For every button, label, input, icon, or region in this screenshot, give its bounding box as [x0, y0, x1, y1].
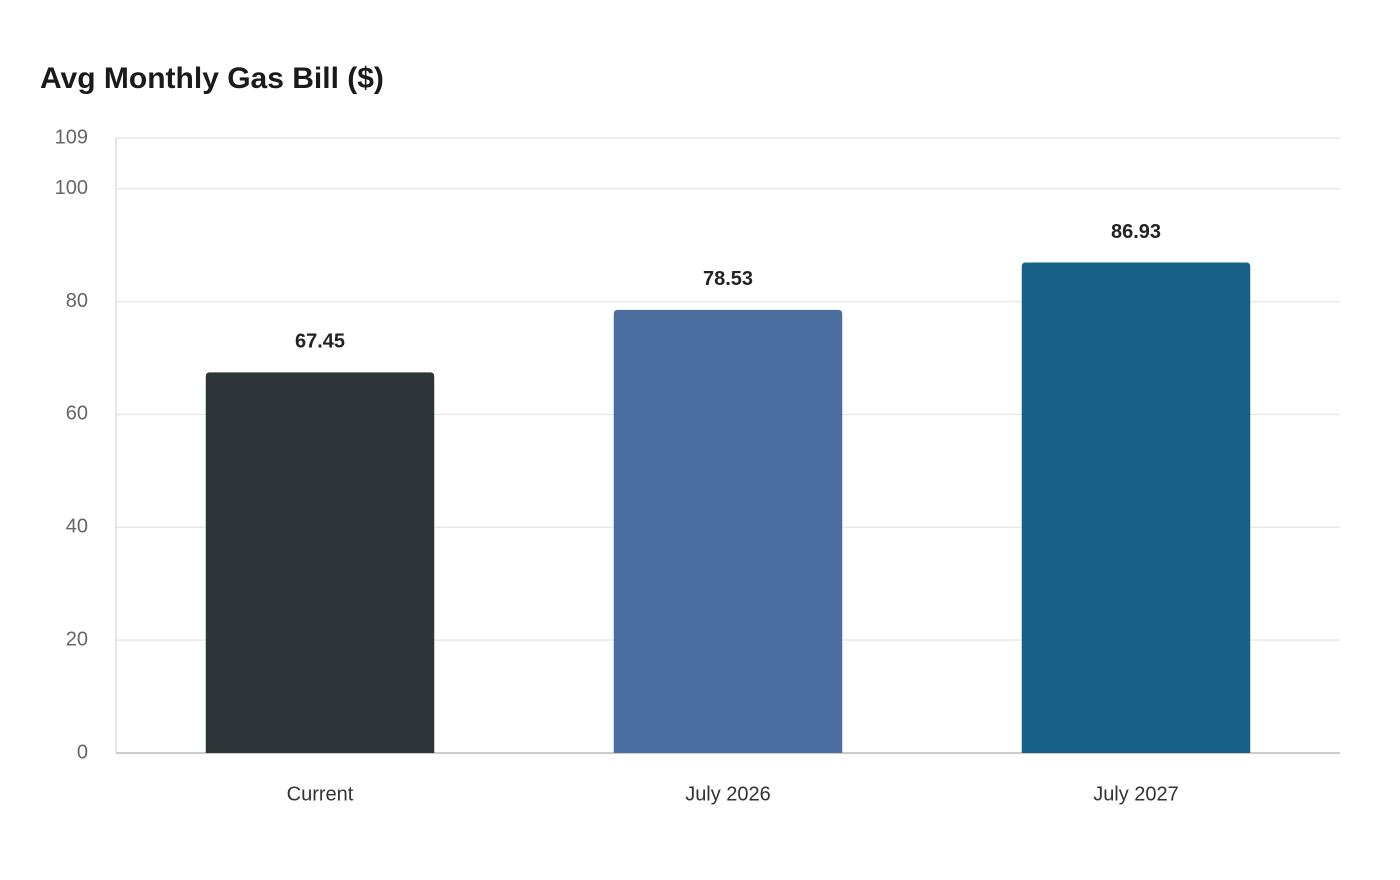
- bar: [613, 309, 843, 753]
- y-tick-label: 40: [66, 516, 88, 538]
- y-tick-label: 60: [66, 403, 88, 425]
- y-tick-label: 100: [55, 177, 88, 199]
- bar: [1021, 262, 1251, 753]
- value-label: 67.45: [295, 331, 345, 353]
- value-label: 86.93: [1111, 221, 1161, 243]
- x-tick-label: Current: [287, 783, 354, 805]
- chart-title: Avg Monthly Gas Bill ($): [40, 62, 384, 95]
- value-label: 78.53: [703, 268, 753, 290]
- x-tick-label: July 2026: [685, 783, 771, 805]
- y-tick-label: 109: [55, 126, 88, 148]
- bar: [205, 372, 435, 753]
- x-tick-label: July 2027: [1093, 783, 1179, 805]
- y-tick-label: 20: [66, 628, 88, 650]
- y-tick-label: 0: [77, 741, 88, 763]
- y-tick-label: 80: [66, 290, 88, 312]
